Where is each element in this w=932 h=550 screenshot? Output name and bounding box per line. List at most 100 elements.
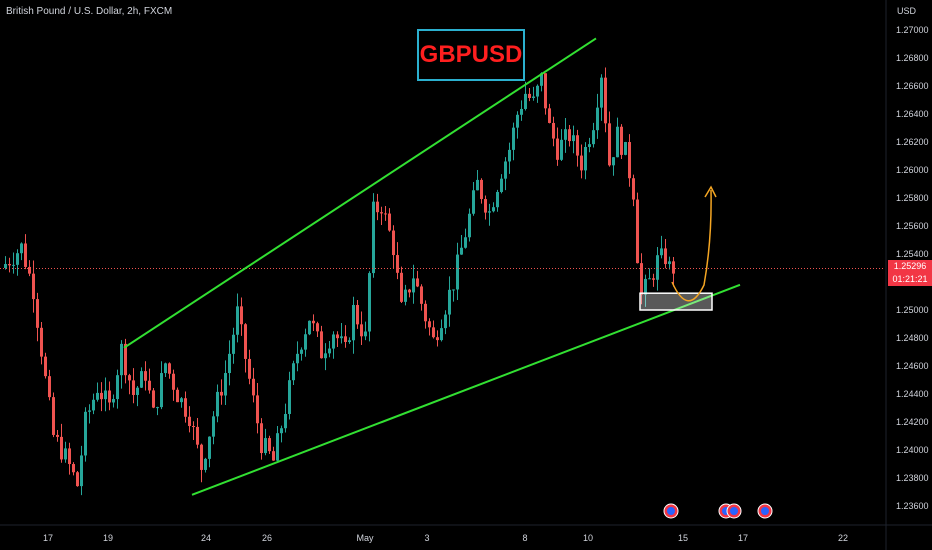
candle-body[interactable] — [112, 399, 115, 403]
candle-body[interactable] — [284, 413, 287, 429]
candle-body[interactable] — [300, 349, 303, 354]
candle-body[interactable] — [656, 255, 659, 280]
support-zone-box[interactable] — [639, 292, 713, 311]
candle-body[interactable] — [84, 411, 87, 456]
candle-body[interactable] — [660, 248, 663, 256]
candle-body[interactable] — [32, 273, 35, 300]
candle-body[interactable] — [28, 266, 31, 274]
candle-body[interactable] — [100, 392, 103, 400]
candle-body[interactable] — [180, 398, 183, 403]
candle-body[interactable] — [4, 264, 7, 268]
candle-body[interactable] — [292, 363, 295, 381]
candle-body[interactable] — [512, 127, 515, 150]
candle-body[interactable] — [616, 126, 619, 158]
candle-body[interactable] — [484, 199, 487, 213]
candle-body[interactable] — [72, 464, 75, 473]
candle-body[interactable] — [60, 436, 63, 460]
candle-body[interactable] — [436, 337, 439, 341]
candle-body[interactable] — [324, 353, 327, 359]
candle-body[interactable] — [308, 320, 311, 335]
candle-body[interactable] — [240, 306, 243, 325]
candle-body[interactable] — [396, 255, 399, 273]
candle-body[interactable] — [80, 455, 83, 487]
candle-body[interactable] — [8, 264, 11, 266]
candle-body[interactable] — [532, 96, 535, 98]
candle-body[interactable] — [188, 416, 191, 427]
candle-body[interactable] — [636, 199, 639, 264]
candle-body[interactable] — [40, 327, 43, 357]
candle-body[interactable] — [428, 321, 431, 328]
candle-body[interactable] — [416, 278, 419, 287]
candle-body[interactable] — [468, 213, 471, 238]
candle-body[interactable] — [444, 314, 447, 329]
candle-body[interactable] — [68, 448, 71, 465]
candle-body[interactable] — [372, 201, 375, 274]
candle-body[interactable] — [504, 161, 507, 179]
candle-body[interactable] — [420, 286, 423, 304]
candle-body[interactable] — [620, 126, 623, 155]
candle-body[interactable] — [140, 371, 143, 388]
candle-body[interactable] — [256, 395, 259, 424]
candle-body[interactable] — [248, 358, 251, 379]
candle-body[interactable] — [352, 304, 355, 341]
candle-body[interactable] — [612, 157, 615, 166]
candle-body[interactable] — [312, 320, 315, 324]
candle-body[interactable] — [196, 426, 199, 445]
candle-body[interactable] — [448, 289, 451, 315]
projection-path[interactable] — [671, 189, 712, 302]
candle-body[interactable] — [132, 380, 135, 395]
candle-body[interactable] — [508, 149, 511, 162]
candle-body[interactable] — [192, 426, 195, 428]
candle-body[interactable] — [232, 334, 235, 354]
candle-body[interactable] — [584, 146, 587, 171]
candle-body[interactable] — [668, 261, 671, 265]
candle-body[interactable] — [516, 114, 519, 128]
candle-body[interactable] — [576, 135, 579, 156]
candle-body[interactable] — [496, 191, 499, 208]
candle-body[interactable] — [176, 389, 179, 403]
candle-body[interactable] — [76, 472, 79, 487]
candle-body[interactable] — [280, 428, 283, 434]
candle-body[interactable] — [596, 107, 599, 131]
candle-body[interactable] — [236, 306, 239, 335]
candle-body[interactable] — [156, 407, 159, 409]
candle-body[interactable] — [220, 391, 223, 396]
candle-body[interactable] — [380, 212, 383, 214]
candle-body[interactable] — [200, 444, 203, 470]
candle-body[interactable] — [208, 436, 211, 459]
candle-body[interactable] — [336, 334, 339, 339]
candle-body[interactable] — [64, 448, 67, 460]
candle-body[interactable] — [464, 237, 467, 248]
candle-body[interactable] — [452, 289, 455, 291]
candle-body[interactable] — [388, 213, 391, 231]
candle-body[interactable] — [184, 398, 187, 417]
candle-body[interactable] — [628, 142, 631, 179]
candle-body[interactable] — [212, 416, 215, 437]
candle-body[interactable] — [492, 207, 495, 212]
candle-body[interactable] — [296, 353, 299, 364]
candle-body[interactable] — [520, 108, 523, 115]
candle-body[interactable] — [548, 108, 551, 123]
candle-body[interactable] — [552, 122, 555, 139]
candle-body[interactable] — [600, 77, 603, 108]
candle-body[interactable] — [228, 353, 231, 374]
candle-body[interactable] — [400, 272, 403, 302]
candle-body[interactable] — [92, 399, 95, 411]
candle-body[interactable] — [412, 278, 415, 293]
candle-body[interactable] — [560, 139, 563, 160]
candle-body[interactable] — [624, 142, 627, 155]
candle-body[interactable] — [348, 340, 351, 343]
candle-body[interactable] — [392, 230, 395, 256]
candle-body[interactable] — [476, 179, 479, 191]
candle-body[interactable] — [368, 273, 371, 332]
candle-body[interactable] — [344, 336, 347, 343]
candle-body[interactable] — [424, 303, 427, 322]
candle-body[interactable] — [404, 289, 407, 302]
candle-body[interactable] — [152, 390, 155, 408]
candle-body[interactable] — [160, 373, 163, 408]
candle-body[interactable] — [88, 410, 91, 412]
candle-body[interactable] — [672, 261, 675, 274]
candle-body[interactable] — [36, 299, 39, 328]
candle-body[interactable] — [168, 363, 171, 374]
